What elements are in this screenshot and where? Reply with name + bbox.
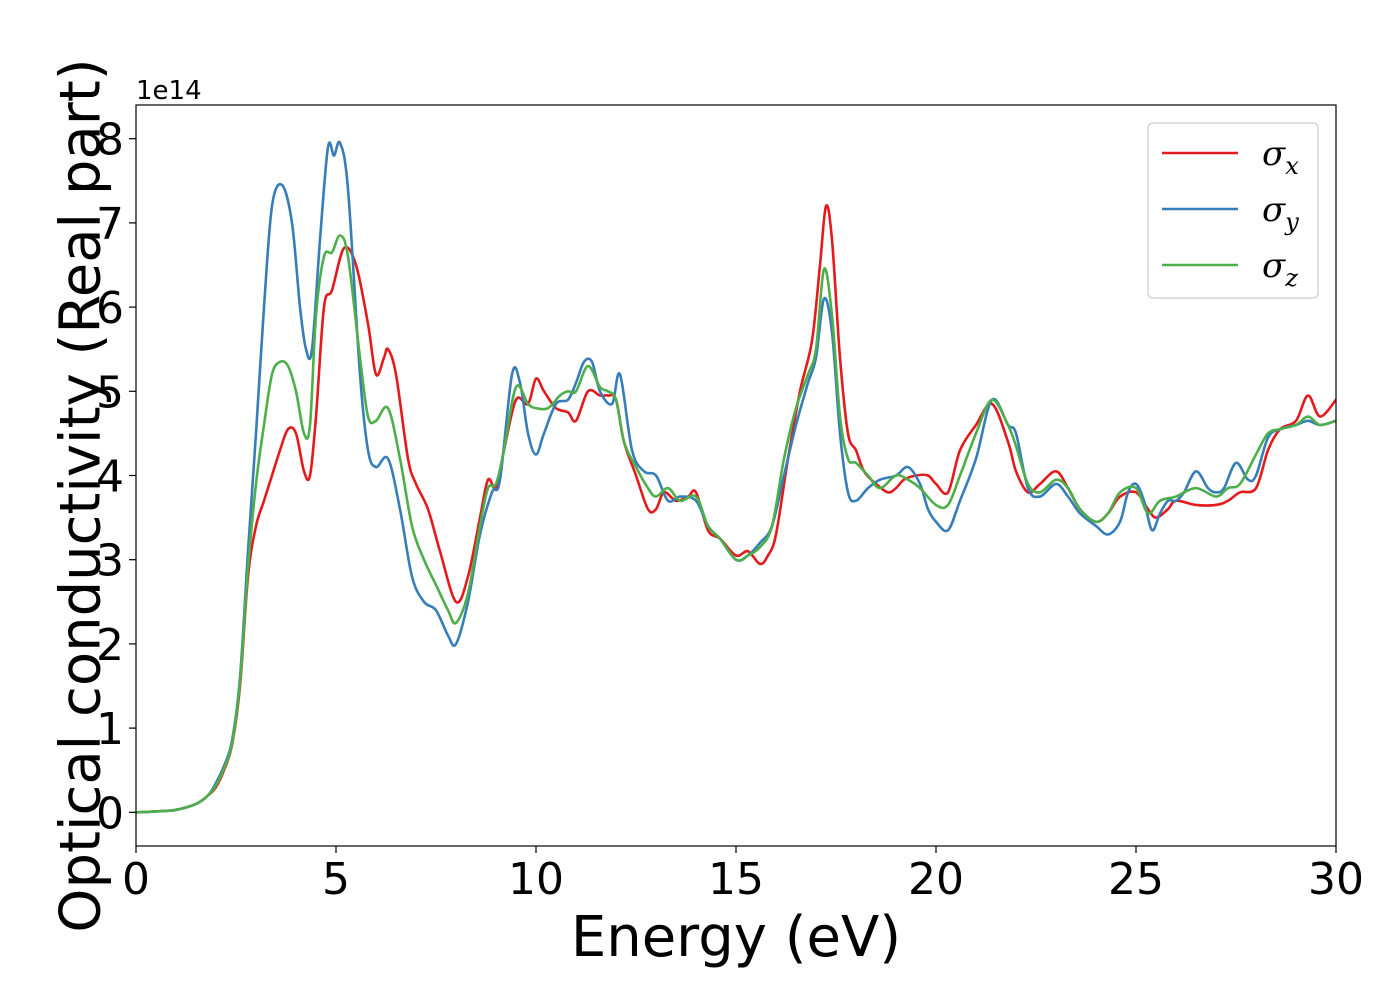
x-tick-label: 15 (708, 854, 764, 905)
y-tick-label: 1 (96, 704, 124, 755)
legend-label-x: σx (1262, 134, 1299, 180)
x-tick-label: 0 (122, 854, 150, 905)
y-tick-label: 5 (96, 367, 124, 418)
legend-label-z: σz (1262, 246, 1298, 292)
y-tick-label: 0 (96, 788, 124, 839)
y-axis-title: Optical conductivity (Real part) (49, 58, 114, 932)
legend-box (1147, 122, 1319, 299)
series-line-z (136, 234, 1336, 814)
legend: σx σy σz (1147, 122, 1319, 299)
y-tick-label: 2 (96, 620, 124, 671)
y-axis: 0 1 2 3 4 5 6 7 8 (96, 115, 136, 839)
series-layer (136, 140, 1336, 814)
x-tick-label: 25 (1108, 854, 1164, 905)
x-axis-title: Energy (eV) (571, 905, 901, 970)
y-tick-label: 4 (96, 452, 124, 503)
x-tick-label: 30 (1308, 854, 1364, 905)
x-tick-label: 5 (322, 854, 350, 905)
x-tick-label: 10 (508, 854, 564, 905)
y-tick-label: 3 (96, 536, 124, 587)
legend-label-y: σy (1262, 190, 1299, 236)
y-offset-label: 1e14 (136, 76, 202, 106)
y-tick-label: 8 (96, 115, 124, 166)
x-tick-label: 20 (908, 854, 964, 905)
y-tick-label: 6 (96, 283, 124, 334)
series-line-y (136, 140, 1336, 814)
y-tick-label: 7 (96, 199, 124, 250)
x-axis: 0 5 10 15 20 25 30 (122, 846, 1364, 905)
